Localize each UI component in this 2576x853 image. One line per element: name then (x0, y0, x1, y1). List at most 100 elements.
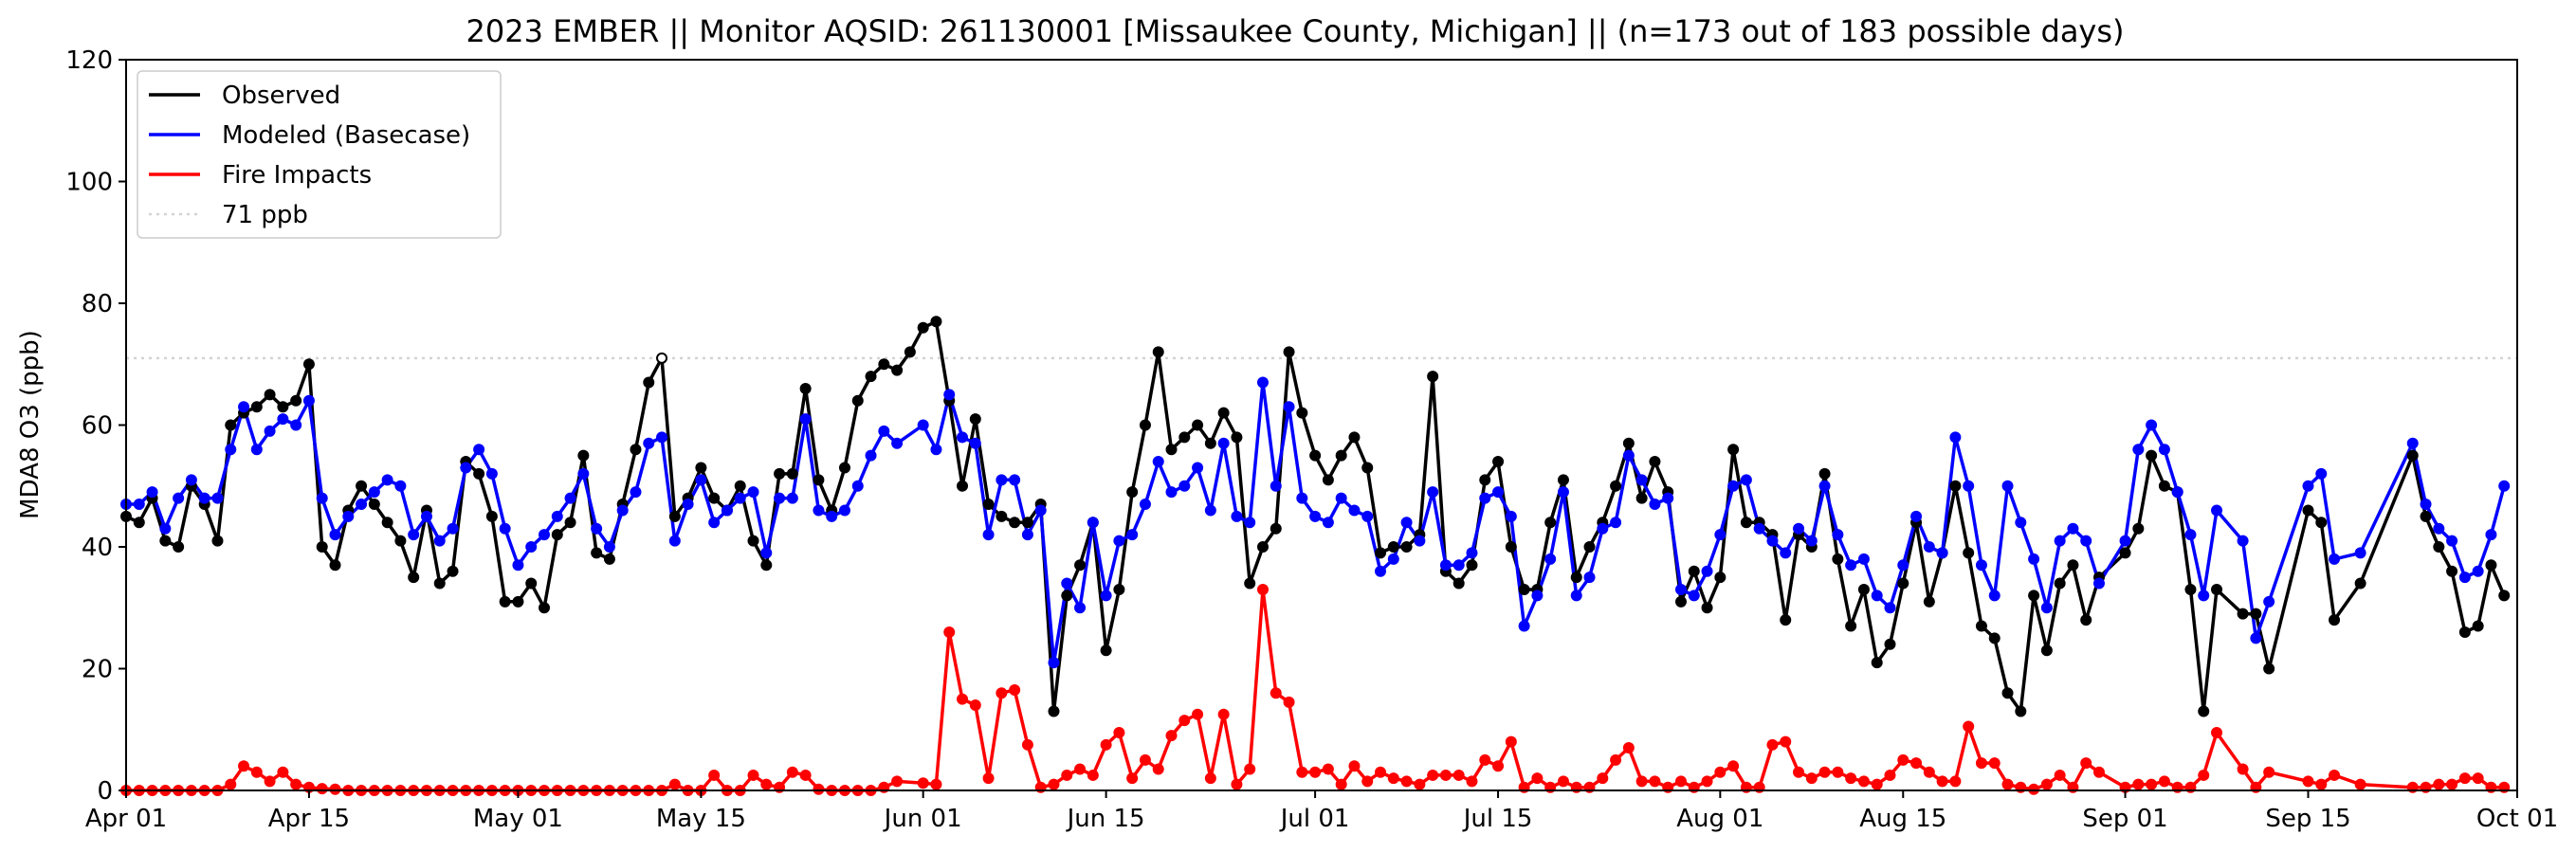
data-point (2092, 577, 2105, 590)
y-tick-label: 20 (82, 656, 113, 684)
data-point (2458, 572, 2471, 584)
data-point (747, 769, 759, 781)
data-point (1492, 486, 1505, 499)
data-point (133, 499, 145, 511)
data-point (1597, 522, 1609, 535)
data-point (1361, 462, 1374, 474)
data-point (1466, 559, 1478, 572)
data-point (1048, 705, 1060, 717)
x-tick-label: Apr 15 (268, 805, 350, 833)
data-point (891, 775, 904, 788)
data-point (1845, 559, 1857, 572)
data-point (1988, 757, 2001, 770)
data-point (198, 492, 210, 504)
data-point (381, 517, 393, 529)
data-point (264, 389, 276, 401)
data-point (2446, 565, 2458, 577)
y-axis-ticks: 0 20 40 60 80 100 120 (65, 46, 126, 806)
data-point (1452, 559, 1465, 572)
data-point (1126, 529, 1139, 541)
data-point (1857, 583, 1870, 595)
data-point (930, 316, 942, 328)
legend-label: Observed (222, 82, 340, 110)
data-point (1113, 583, 1125, 595)
data-point (1884, 602, 1896, 614)
data-point (1610, 480, 1622, 492)
data-point (1270, 522, 1282, 535)
data-point (996, 687, 1008, 699)
data-point (394, 480, 407, 492)
data-point (408, 572, 420, 584)
data-point (603, 553, 615, 565)
data-point (1622, 437, 1635, 449)
data-point (1270, 480, 1282, 492)
data-point (2329, 614, 2341, 626)
data-point (1727, 444, 1740, 456)
data-point (1100, 738, 1112, 751)
data-point (2054, 535, 2066, 547)
data-point (2040, 602, 2053, 614)
data-point (2028, 590, 2040, 602)
data-point (969, 413, 981, 426)
data-point (564, 517, 576, 529)
data-point (1622, 449, 1635, 462)
chart-title: 2023 EMBER || Monitor AQSID: 261130001 [… (466, 13, 2124, 49)
data-point (1975, 559, 1987, 572)
data-point (1727, 760, 1740, 772)
data-point (943, 626, 956, 638)
data-point (290, 394, 302, 407)
data-point (1100, 590, 1112, 602)
data-point (1531, 772, 1544, 785)
data-point (1400, 541, 1413, 553)
y-tick-label: 100 (65, 169, 113, 197)
data-point (774, 492, 786, 504)
data-point (695, 474, 707, 486)
data-point (133, 517, 145, 529)
data-point (1100, 644, 1112, 657)
data-point (2329, 553, 2341, 565)
data-point (1635, 775, 1648, 788)
data-point (1192, 419, 1204, 431)
data-point (1296, 766, 1308, 778)
data-point (2119, 535, 2131, 547)
data-point (485, 467, 498, 480)
data-point (1688, 565, 1700, 577)
data-point (957, 480, 969, 492)
data-point (1061, 590, 1073, 602)
data-point (760, 778, 773, 790)
x-tick-label: Jun 15 (1066, 805, 1145, 833)
data-point (539, 529, 551, 541)
data-point (1126, 772, 1139, 785)
x-tick-label: Jun 01 (883, 805, 962, 833)
data-point (2054, 769, 2066, 781)
data-point (1845, 620, 1857, 632)
data-point (2184, 583, 2197, 595)
data-point (2250, 608, 2262, 620)
data-point (2080, 614, 2092, 626)
legend-box (137, 70, 502, 239)
data-point (2001, 687, 2014, 699)
data-point (996, 510, 1008, 522)
data-point (1505, 735, 1517, 748)
data-point (1231, 431, 1243, 444)
data-point (643, 437, 655, 449)
data-point (1296, 492, 1308, 504)
data-point (760, 559, 773, 572)
data-point (2485, 559, 2497, 572)
legend-label: Fire Impacts (222, 161, 372, 190)
data-point (1152, 763, 1164, 775)
y-tick-label: 80 (82, 290, 113, 318)
data-point (250, 444, 263, 456)
data-point (1818, 766, 1831, 778)
data-point (1492, 760, 1505, 772)
data-point (564, 492, 576, 504)
data-point (1780, 735, 1792, 748)
data-point (2302, 775, 2314, 788)
data-point (1021, 738, 1033, 751)
series-markers (120, 316, 2511, 796)
data-point (1857, 775, 1870, 788)
data-point (2211, 504, 2223, 517)
data-point (1635, 492, 1648, 504)
data-point (603, 541, 615, 553)
data-point (356, 480, 368, 492)
